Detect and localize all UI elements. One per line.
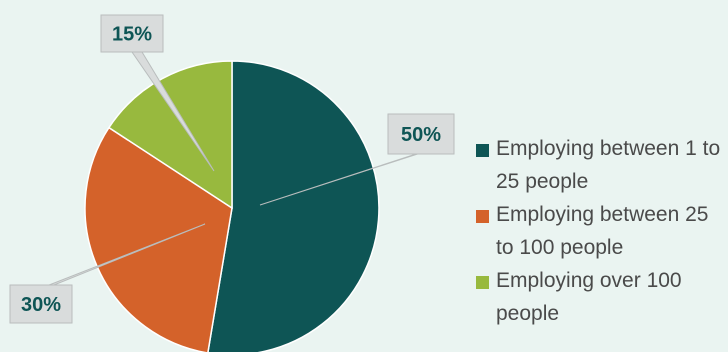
legend-item-1-to-25: Employing between 1 to 25 people [474, 132, 724, 198]
callout-box-25-to-100 [9, 284, 73, 324]
pie-slice-over-100 [107, 60, 233, 210]
data-label-text-25-to-100: 30% [21, 294, 61, 316]
legend-label-over-100: Employing over 100 people [496, 269, 682, 325]
data-label-1-to-25: 50% [259, 113, 455, 206]
data-label-over-100: 15% [100, 14, 215, 172]
data-label-callouts: 50% 30% 15% [9, 14, 455, 324]
legend-item-over-100: Employing over 100 people [474, 264, 724, 330]
callout-box-over-100 [100, 14, 164, 53]
legend-swatch-over-100 [476, 276, 489, 289]
pie-slices [84, 60, 380, 352]
legend-item-25-to-100: Employing between 25 to 100 people [474, 198, 724, 264]
data-label-text-1-to-25: 50% [401, 124, 441, 146]
legend-label-25-to-100: Employing between 25 to 100 people [496, 203, 709, 259]
legend-label-1-to-25: Employing between 1 to 25 people [496, 137, 721, 193]
legend-swatch-25-to-100 [476, 210, 489, 223]
data-label-text-over-100: 15% [112, 24, 152, 46]
pie-slice-1-to-25 [207, 60, 380, 352]
callout-box-1-to-25 [387, 113, 455, 155]
legend-swatch-1-to-25 [476, 144, 489, 157]
chart-legend: Employing between 1 to 25 people Employi… [474, 132, 724, 330]
data-label-25-to-100: 30% [9, 223, 206, 324]
